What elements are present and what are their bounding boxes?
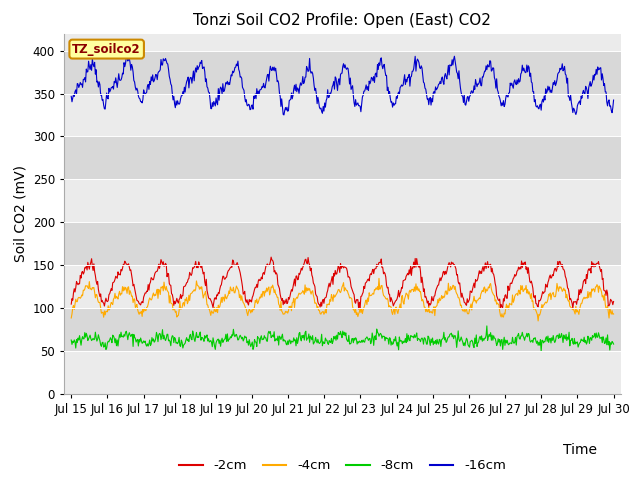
- Bar: [64, 180, 621, 222]
- Text: Time: Time: [563, 443, 597, 456]
- Text: TZ_soilco2: TZ_soilco2: [72, 43, 141, 56]
- Bar: [64, 222, 621, 265]
- Bar: [64, 34, 621, 51]
- Bar: [64, 136, 621, 180]
- Y-axis label: Soil CO2 (mV): Soil CO2 (mV): [13, 165, 27, 262]
- Bar: [64, 94, 621, 136]
- Bar: [64, 265, 621, 308]
- Bar: [64, 351, 621, 394]
- Bar: [64, 51, 621, 94]
- Legend: -2cm, -4cm, -8cm, -16cm: -2cm, -4cm, -8cm, -16cm: [173, 454, 511, 478]
- Title: Tonzi Soil CO2 Profile: Open (East) CO2: Tonzi Soil CO2 Profile: Open (East) CO2: [193, 13, 492, 28]
- Bar: [64, 308, 621, 351]
